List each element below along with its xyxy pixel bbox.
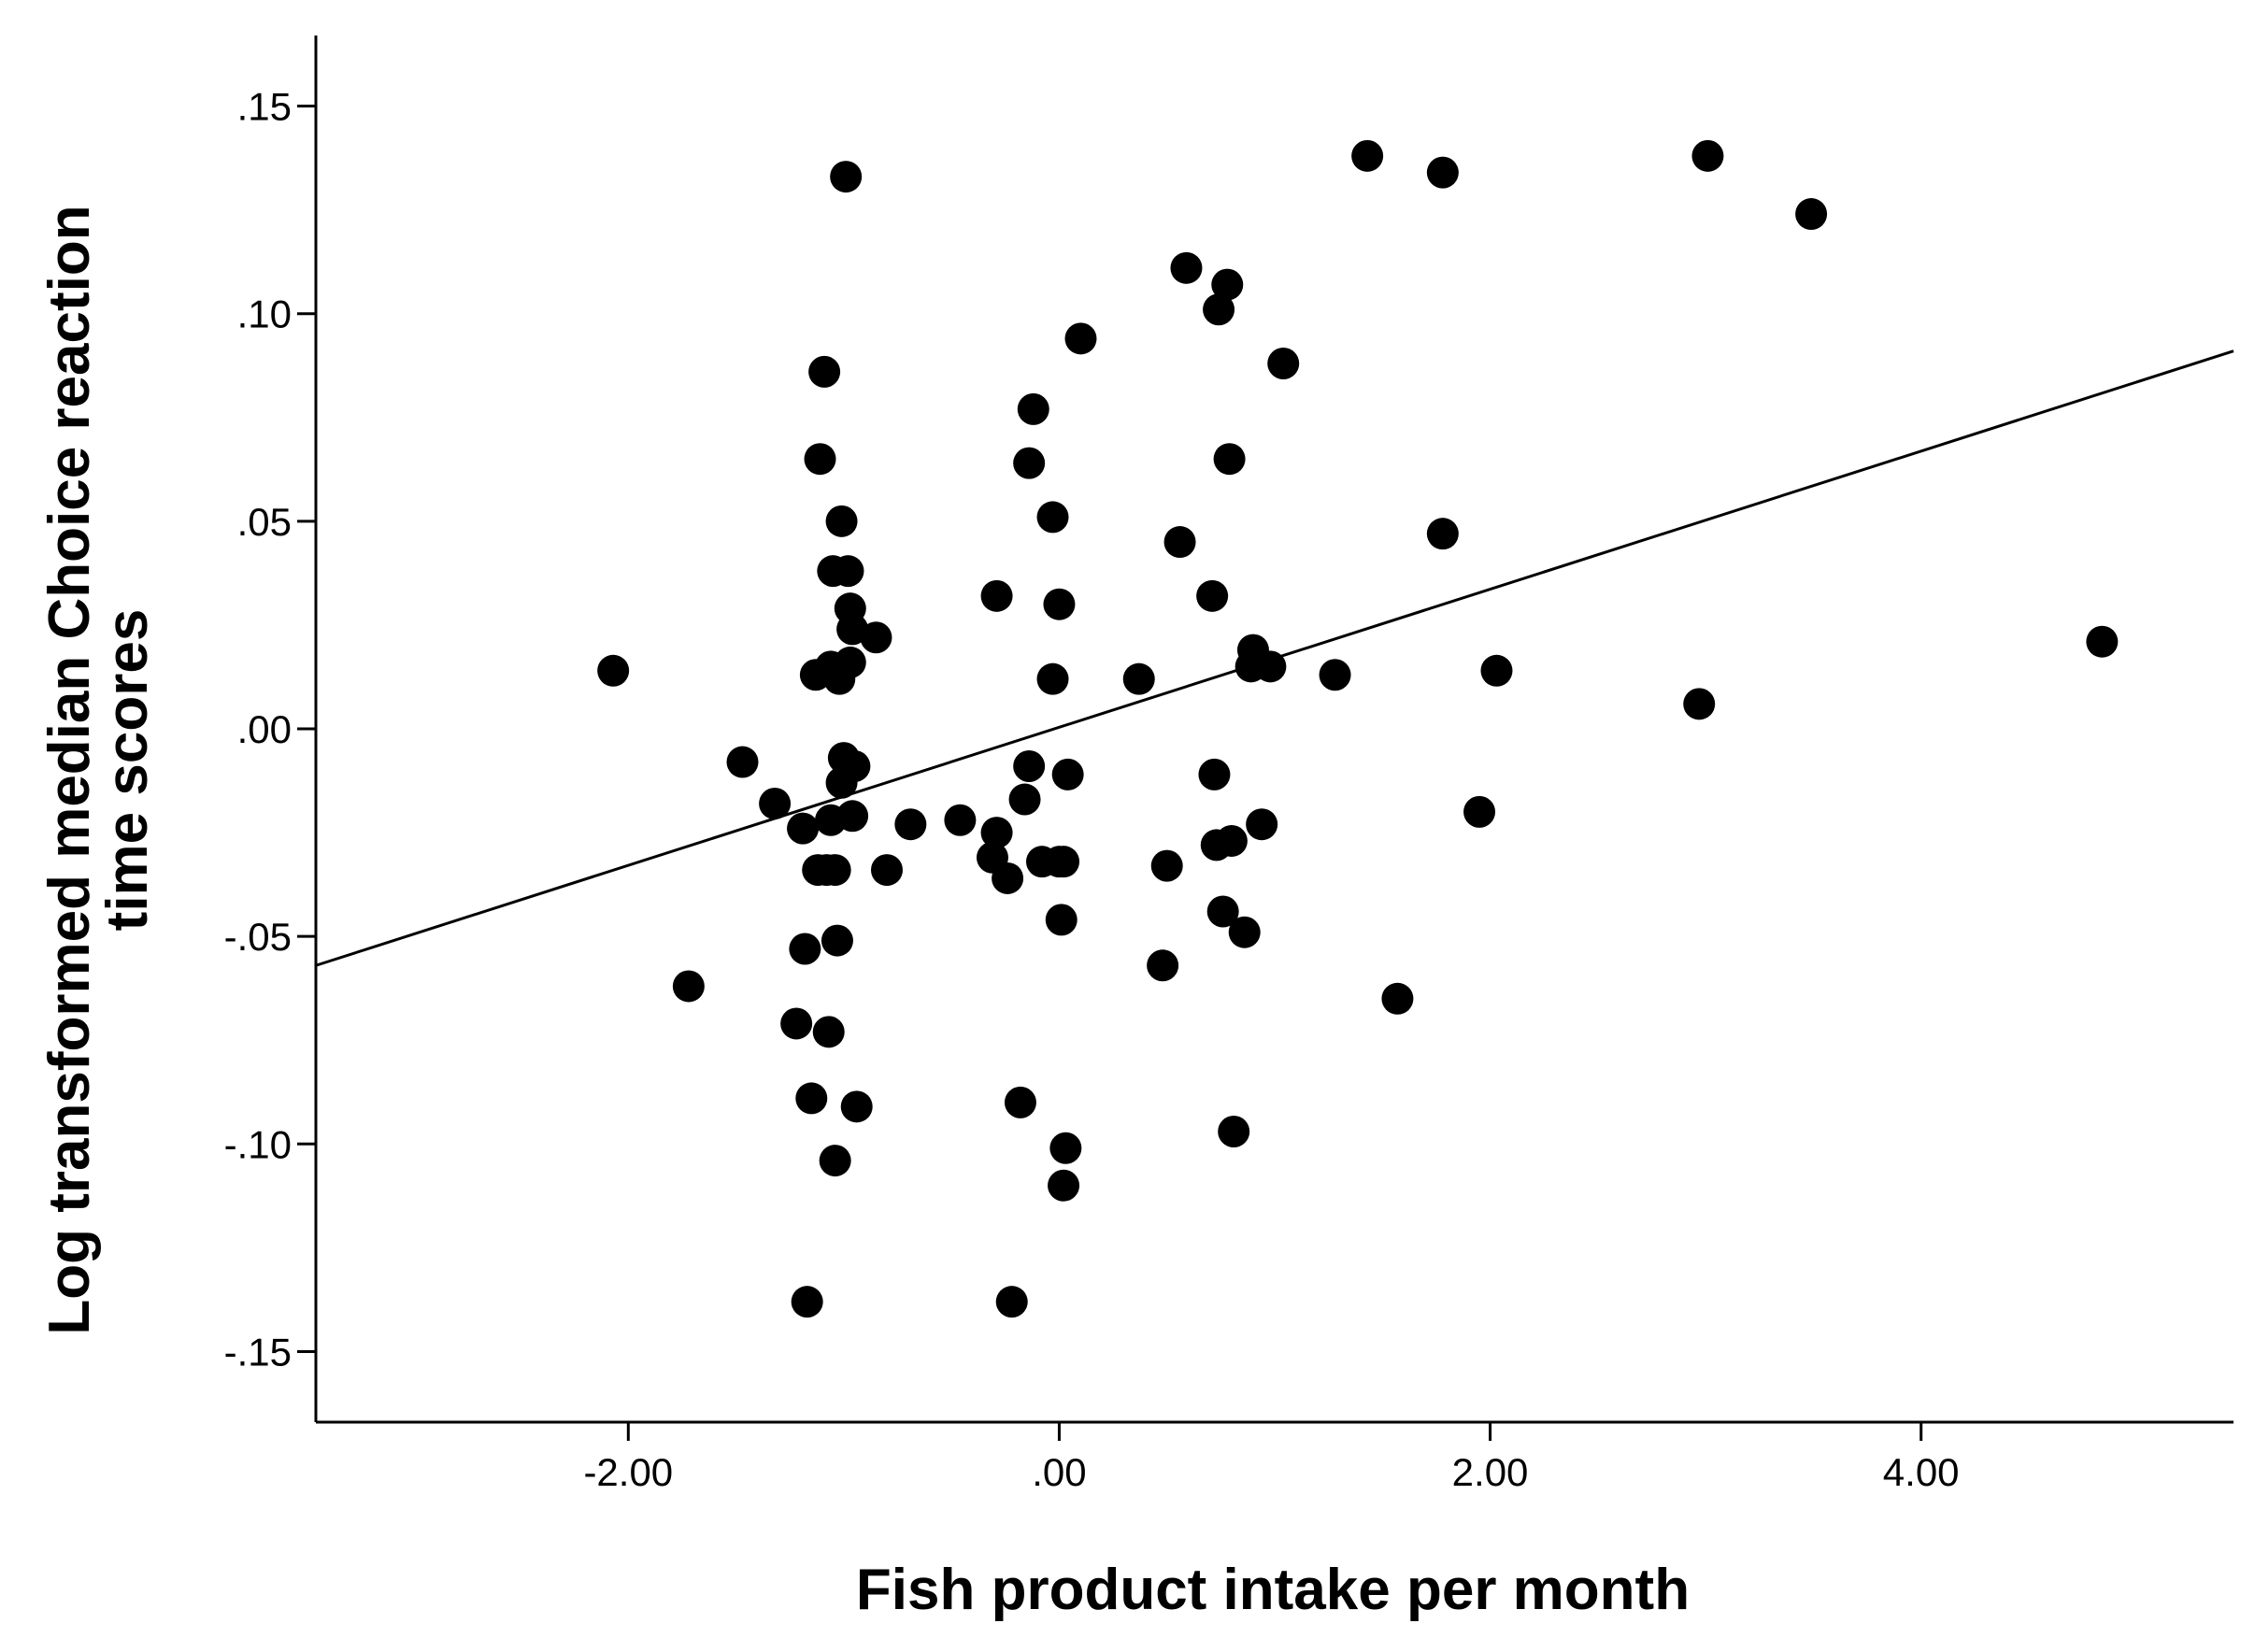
data-point <box>1150 849 1183 882</box>
data-point <box>825 505 858 537</box>
data-point <box>819 1145 851 1177</box>
y-tick-label: .15 <box>237 85 292 129</box>
data-point <box>780 1007 813 1040</box>
data-point <box>1147 949 1179 982</box>
y-axis-title-line-2: time scores <box>95 609 160 932</box>
data-point <box>795 1082 828 1115</box>
data-point <box>1196 579 1229 612</box>
data-point <box>1228 916 1261 948</box>
data-point <box>821 924 853 957</box>
data-point <box>836 800 869 833</box>
data-point <box>1795 198 1828 231</box>
data-point <box>860 621 892 654</box>
data-point <box>980 817 1013 849</box>
data-point <box>1215 824 1248 857</box>
data-point <box>1170 251 1203 284</box>
data-point <box>726 746 759 778</box>
data-point <box>832 555 864 588</box>
data-point <box>995 1286 1028 1318</box>
y-axis-title-group: Log transformed median Choice reaction t… <box>37 205 160 1334</box>
data-point <box>1036 662 1069 695</box>
data-point <box>1051 758 1084 790</box>
data-point <box>1683 688 1716 720</box>
data-point <box>944 804 977 836</box>
data-point <box>1004 1086 1036 1118</box>
data-point <box>1198 758 1231 790</box>
data-point <box>1013 749 1046 782</box>
data-point <box>1163 526 1196 559</box>
data-point <box>1267 348 1300 380</box>
data-point <box>812 1016 845 1048</box>
y-tick-label: .05 <box>237 500 292 544</box>
x-tick-label: -2.00 <box>583 1450 673 1494</box>
data-point <box>1426 156 1459 189</box>
y-tick-label: -.05 <box>224 915 292 959</box>
data-point <box>808 355 841 388</box>
data-point <box>2086 625 2119 658</box>
data-point <box>1045 904 1078 936</box>
y-axis-title-line-1: Log transformed median Choice reaction <box>37 205 102 1334</box>
y-tick-label: -.15 <box>224 1330 292 1374</box>
x-tick-label: .00 <box>1032 1450 1086 1494</box>
data-point <box>819 854 851 887</box>
data-point <box>1049 1132 1082 1164</box>
data-point <box>672 970 705 1003</box>
data-point <box>1017 392 1049 425</box>
data-point <box>787 812 820 845</box>
data-point <box>1048 1169 1080 1202</box>
data-point <box>1426 518 1459 550</box>
data-point <box>1064 322 1097 355</box>
data-point <box>1319 659 1351 691</box>
data-point <box>894 808 927 841</box>
data-point <box>1036 501 1069 534</box>
data-point <box>834 646 866 678</box>
data-point <box>1691 139 1724 172</box>
ticks-layer: .15 .10 .05 .00 -.05 -.10 -.15 -2.00 .00 2.00 4.00 <box>224 85 1960 1494</box>
data-point <box>1351 139 1384 172</box>
data-point <box>1206 895 1239 928</box>
x-tick-label: 4.00 <box>1883 1450 1960 1494</box>
data-point <box>597 654 630 687</box>
data-point <box>804 443 836 476</box>
data-point <box>1008 783 1041 816</box>
y-tick-label: -.10 <box>224 1122 292 1166</box>
data-point <box>1203 293 1235 326</box>
data-point <box>1213 443 1246 476</box>
data-point <box>992 862 1024 894</box>
data-point <box>1381 982 1414 1015</box>
data-point <box>830 161 863 193</box>
data-point <box>840 1090 873 1123</box>
data-point <box>980 579 1013 612</box>
y-tick-label: .00 <box>237 707 292 751</box>
data-point <box>1211 268 1244 301</box>
data-point <box>759 787 792 819</box>
data-point <box>1218 1115 1250 1147</box>
data-point <box>789 933 821 965</box>
data-point <box>1463 795 1496 828</box>
data-point <box>1013 447 1046 479</box>
data-point <box>1254 650 1287 683</box>
data-point <box>1043 588 1076 620</box>
x-axis-title: Fish product intake per month <box>856 1558 1690 1622</box>
data-point <box>870 854 903 887</box>
x-tick-label: 2.00 <box>1452 1450 1529 1494</box>
y-tick-label: .10 <box>237 292 292 336</box>
data-point <box>1246 808 1278 841</box>
data-point <box>838 749 871 782</box>
points-layer <box>597 139 2119 1318</box>
data-point <box>1480 654 1513 687</box>
data-point <box>1048 846 1080 878</box>
data-point <box>791 1286 823 1318</box>
data-point <box>1122 662 1155 695</box>
